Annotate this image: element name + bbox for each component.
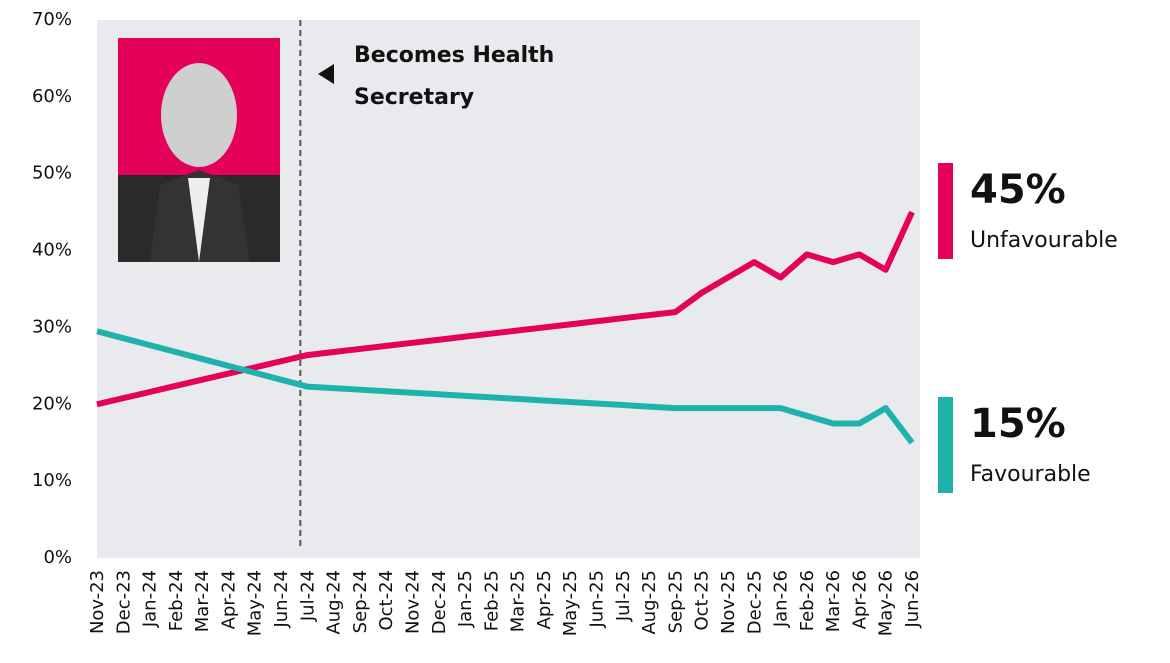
x-tick-label: Feb-25 xyxy=(481,570,502,631)
x-tick-label: Jul-24 xyxy=(297,570,318,622)
x-tick-label: Apr-24 xyxy=(218,570,239,629)
y-tick-label: 70% xyxy=(32,9,72,30)
x-tick-label: Aug-24 xyxy=(324,570,345,635)
x-tick-label: Feb-26 xyxy=(797,570,818,631)
x-tick-label: Jun-25 xyxy=(587,570,608,629)
x-tick-label: Oct-25 xyxy=(692,570,713,631)
y-tick-label: 20% xyxy=(32,393,72,414)
legend-swatch xyxy=(938,397,953,493)
x-tick-label: Jun-24 xyxy=(271,570,292,629)
annotation: Becomes Health Secretary xyxy=(354,43,554,110)
x-tick-label: Mar-24 xyxy=(192,570,213,632)
y-tick-label: 50% xyxy=(32,163,72,184)
x-tick-label: Apr-26 xyxy=(849,570,870,629)
end-label: 15% xyxy=(970,401,1066,447)
x-tick-label: Sep-24 xyxy=(350,570,371,633)
x-tick-label: Feb-24 xyxy=(166,570,187,631)
x-tick-label: Apr-25 xyxy=(534,570,555,629)
x-tick-label: May-25 xyxy=(560,570,581,636)
x-tick-label: Dec-24 xyxy=(429,570,450,634)
portrait xyxy=(118,38,280,262)
x-tick-label: Jan-25 xyxy=(455,570,476,628)
x-tick-label: Jan-24 xyxy=(140,570,161,628)
x-tick-label: Nov-25 xyxy=(718,570,739,634)
annotation-arrow xyxy=(318,64,334,84)
x-tick-label: Mar-26 xyxy=(823,570,844,632)
x-tick-label: Jul-25 xyxy=(613,570,634,622)
y-tick-label: 60% xyxy=(32,86,72,107)
y-tick-label: 0% xyxy=(43,547,72,568)
x-tick-label: Jun-26 xyxy=(902,570,923,629)
y-tick-label: 30% xyxy=(32,316,72,337)
end-label: 45% xyxy=(970,167,1066,213)
x-tick-label: Aug-25 xyxy=(639,570,660,635)
legend-label: Unfavourable xyxy=(970,228,1118,253)
y-tick-label: 10% xyxy=(32,470,72,491)
x-tick-label: Sep-25 xyxy=(665,570,686,633)
x-tick-label: May-26 xyxy=(876,570,897,636)
y-tick-label: 40% xyxy=(32,240,72,261)
x-tick-label: Oct-24 xyxy=(376,570,397,631)
x-tick-label: Mar-25 xyxy=(508,570,529,632)
x-tick-label: Jan-26 xyxy=(771,570,792,628)
legend-label: Favourable xyxy=(970,462,1091,487)
x-tick-label: Dec-23 xyxy=(113,570,134,634)
x-tick-label: Nov-23 xyxy=(87,570,108,634)
legend-swatch xyxy=(938,163,953,259)
line xyxy=(96,328,915,445)
line xyxy=(96,210,915,408)
x-tick-label: Dec-25 xyxy=(744,570,765,634)
x-tick-label: May-24 xyxy=(245,570,266,636)
x-tick-label: Nov-24 xyxy=(402,570,423,634)
